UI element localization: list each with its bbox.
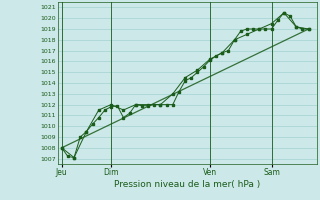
X-axis label: Pression niveau de la mer( hPa ): Pression niveau de la mer( hPa ) (114, 180, 260, 189)
